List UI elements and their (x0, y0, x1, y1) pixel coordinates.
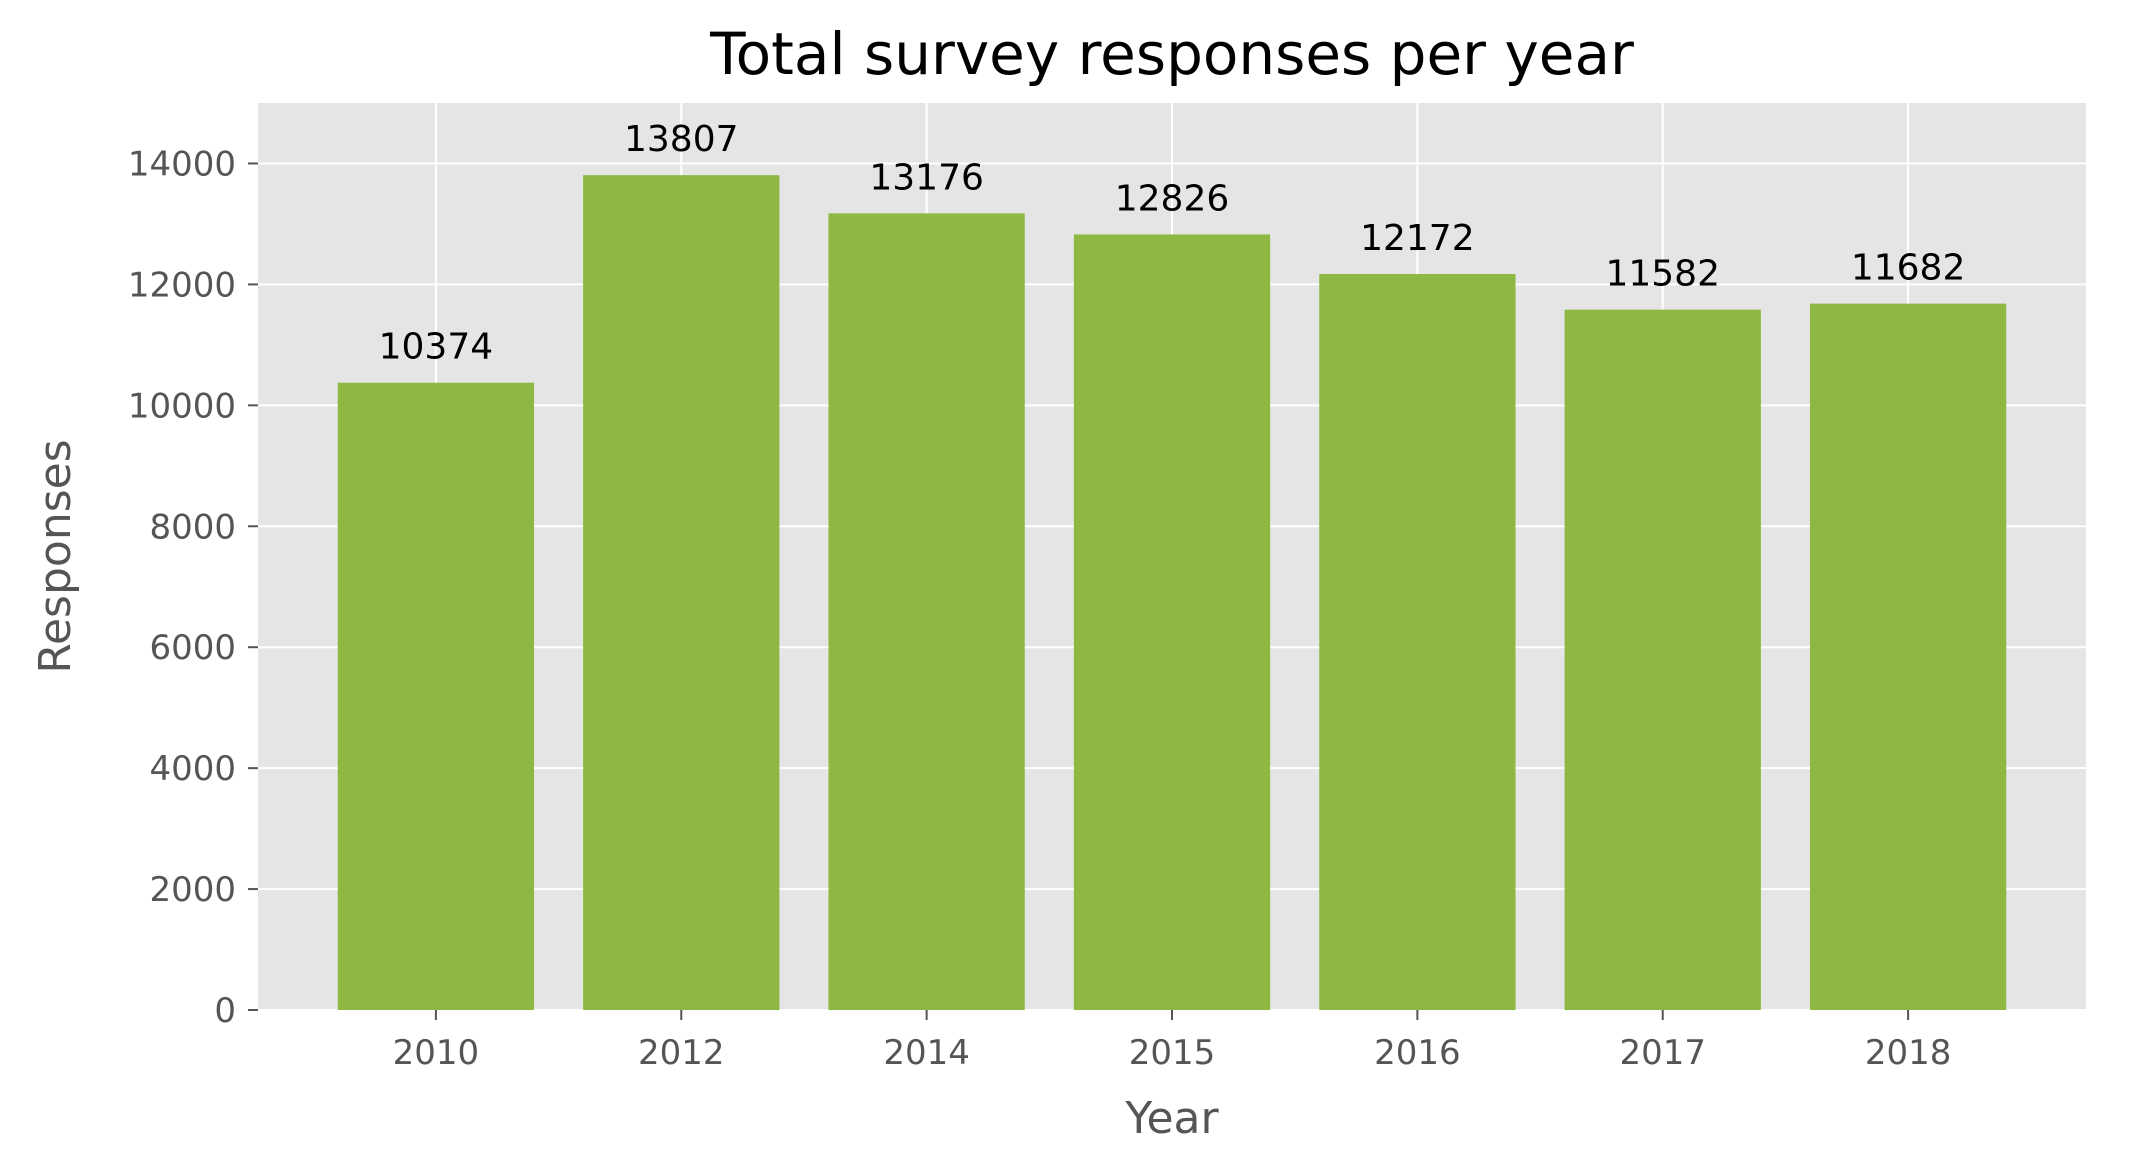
data-labels: 10374 13807 13176 12826 12172 11582 11682 (379, 119, 1966, 368)
x-tick-label: 2018 (1865, 1033, 1952, 1073)
data-label-2017: 11582 (1605, 254, 1720, 295)
x-axis-title: Year (1124, 1093, 1219, 1144)
x-tick-label: 2014 (883, 1033, 970, 1073)
data-label-2015: 12826 (1115, 178, 1230, 219)
chart-title: Total survey responses per year (709, 20, 1634, 88)
bar-2018 (1809, 303, 2007, 1010)
x-tick-label: 2010 (393, 1033, 480, 1073)
bars (337, 175, 2007, 1011)
x-tick-label: 2016 (1374, 1033, 1461, 1073)
y-tick-label: 4000 (149, 749, 236, 789)
x-axis-ticks: 2010 2012 2014 2015 2016 2017 2018 (393, 1010, 1952, 1073)
y-tick-label: 6000 (149, 628, 236, 668)
x-tick-label: 2015 (1129, 1033, 1216, 1073)
x-tick-label: 2012 (638, 1033, 725, 1073)
data-label-2016: 12172 (1360, 218, 1475, 259)
bar-2014 (828, 213, 1025, 1010)
y-tick-label: 12000 (128, 265, 236, 305)
y-tick-label: 2000 (149, 870, 236, 910)
y-tick-label: 10000 (128, 386, 236, 426)
x-tick-label: 2017 (1619, 1033, 1706, 1073)
data-label-2012: 13807 (624, 119, 739, 160)
bar-2016 (1319, 273, 1516, 1010)
bar-2012 (583, 175, 780, 1011)
y-axis-ticks: 0 2000 4000 6000 8000 10000 12000 14000 (128, 144, 258, 1031)
bar-2010 (337, 382, 535, 1010)
y-axis-title: Responses (30, 439, 81, 673)
y-tick-label: 8000 (149, 507, 236, 547)
data-label-2018: 11682 (1851, 248, 1966, 289)
bar-2015 (1073, 234, 1271, 1010)
data-label-2010: 10374 (379, 327, 494, 368)
bar-2017 (1564, 309, 1761, 1011)
y-tick-label: 14000 (128, 144, 236, 184)
y-tick-label: 0 (214, 991, 236, 1031)
data-label-2014: 13176 (869, 157, 984, 198)
